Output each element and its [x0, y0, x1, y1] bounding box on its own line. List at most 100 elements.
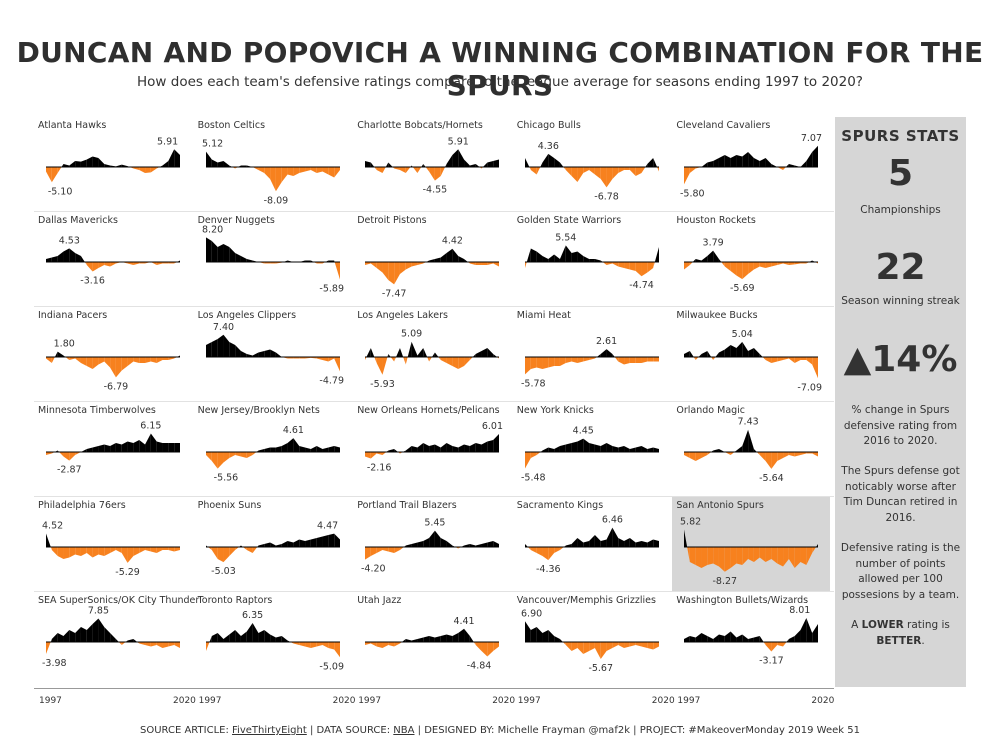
below-average-area	[577, 642, 584, 654]
below-average-area	[806, 547, 813, 565]
below-average-area	[211, 452, 218, 469]
above-average-area	[530, 248, 537, 262]
above-average-area	[701, 256, 708, 262]
below-average-area	[252, 452, 257, 455]
below-average-area	[371, 262, 377, 268]
above-average-area	[635, 541, 642, 547]
below-average-area	[707, 452, 712, 455]
below-average-area	[559, 357, 566, 366]
above-average-area	[623, 446, 630, 452]
above-average-area	[652, 158, 657, 167]
above-average-area	[789, 164, 796, 167]
above-average-area	[417, 637, 424, 642]
above-average-area	[446, 634, 453, 642]
above-average-area	[435, 444, 441, 452]
below-average-area	[777, 452, 784, 461]
below-average-area	[333, 357, 340, 372]
below-average-area	[417, 167, 422, 173]
team-name: Minnesota Timberwolves	[38, 405, 156, 416]
area-chart: 4.36 -6.78	[524, 141, 659, 202]
above-average-area	[693, 259, 697, 262]
above-average-area	[168, 149, 175, 167]
below-average-area	[577, 167, 584, 182]
above-average-area	[701, 633, 708, 642]
below-average-area	[127, 262, 134, 265]
below-average-area	[133, 167, 140, 170]
below-average-area	[275, 167, 282, 192]
below-average-area	[292, 167, 299, 176]
below-average-area	[694, 357, 697, 360]
above-average-area	[618, 446, 624, 452]
above-average-area	[234, 253, 241, 262]
above-average-area	[275, 446, 282, 452]
below-average-area	[493, 642, 500, 651]
below-average-area	[771, 642, 778, 652]
above-average-area	[690, 351, 695, 357]
team-name: Golden State Warriors	[516, 215, 622, 226]
below-average-area	[121, 642, 126, 645]
above-average-area	[713, 449, 720, 452]
below-average-area	[110, 357, 116, 378]
area-chart: 8.01 -3.17	[684, 605, 819, 667]
area-chart: 5.04 -7.09	[684, 329, 822, 393]
max-value-label: 7.85	[88, 605, 109, 616]
below-average-area	[292, 642, 299, 645]
below-average-area	[400, 167, 406, 173]
below-average-area	[765, 452, 772, 469]
below-average-area	[223, 452, 229, 463]
min-value-label: -5.29	[115, 567, 140, 578]
below-average-area	[777, 167, 784, 170]
below-average-area	[156, 642, 163, 648]
above-average-area	[211, 159, 218, 167]
above-average-area	[446, 155, 453, 167]
below-average-area	[139, 642, 146, 645]
below-average-area	[559, 547, 564, 550]
change-label: % change in Spurs defensive rating from …	[843, 404, 958, 447]
below-average-area	[481, 642, 488, 657]
above-average-area	[407, 341, 412, 357]
above-average-area	[75, 627, 81, 642]
team-name: Los Angeles Clippers	[197, 310, 297, 321]
above-average-area	[316, 536, 323, 547]
above-average-area	[641, 446, 648, 452]
above-average-area	[713, 634, 720, 642]
above-average-area	[269, 349, 276, 357]
above-average-area	[162, 161, 169, 167]
below-average-area	[51, 167, 58, 183]
team-panel-sea-supersonics-ok-city-thunder: 7.85 -3.98 SEA SuperSonics/OK City Thunder	[34, 592, 199, 686]
above-average-area	[429, 259, 436, 262]
below-average-area	[623, 357, 630, 365]
below-average-area	[440, 167, 446, 176]
above-average-area	[396, 348, 401, 357]
above-average-area	[812, 624, 819, 642]
above-average-area	[50, 639, 52, 642]
min-value-label: -4.20	[361, 564, 386, 575]
team-name: Philadelphia 76ers	[38, 500, 126, 511]
below-average-area	[623, 642, 630, 648]
data-source-link[interactable]: NBA	[393, 725, 415, 736]
below-average-area	[382, 167, 386, 173]
spurs-stats-panel: SPURS STATS 5 Championships 22 Season wi…	[835, 117, 966, 687]
team-panel-washington-bullets-wizards: 8.01 -3.17 Washington Bullets/Wizards	[672, 592, 830, 686]
team-panel-orlando-magic: 7.43 -5.64 Orlando Magic	[672, 402, 830, 496]
above-average-area	[440, 253, 447, 262]
above-average-area	[536, 627, 543, 642]
above-average-area	[725, 155, 731, 167]
above-average-area	[487, 541, 494, 547]
above-average-area	[559, 162, 564, 167]
row-separator	[34, 211, 834, 212]
below-average-area	[69, 452, 76, 461]
above-average-area	[69, 630, 76, 642]
above-average-area	[606, 349, 613, 357]
above-average-area	[211, 339, 218, 357]
below-average-area	[217, 547, 224, 563]
below-average-area	[542, 357, 549, 369]
above-average-area	[553, 636, 560, 642]
team-name: New Orleans Hornets/Pelicans	[357, 405, 500, 416]
above-average-area	[487, 348, 494, 357]
above-average-area	[228, 342, 235, 357]
below-average-area	[298, 642, 305, 647]
source-article-link[interactable]: FiveThirtyEight	[232, 725, 307, 736]
above-average-area	[92, 618, 99, 642]
above-average-area	[168, 443, 175, 452]
